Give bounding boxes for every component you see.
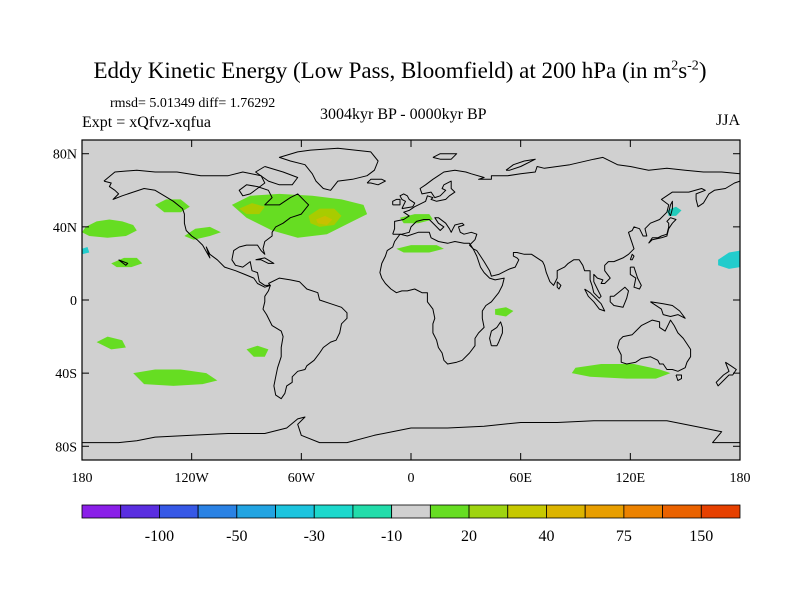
colorbar-label: -10 bbox=[381, 528, 402, 545]
rmsd-diff-stats: rmsd= 5.01349 diff= 1.76292 bbox=[110, 96, 276, 111]
anomaly-western-us bbox=[184, 226, 221, 240]
coastline-madagascar bbox=[489, 321, 503, 347]
coastline-ireland bbox=[392, 198, 401, 206]
anomaly-north-atlantic-max bbox=[316, 215, 333, 225]
anomaly-south-pacific-east bbox=[133, 369, 218, 386]
coastline-great-britain bbox=[399, 193, 416, 210]
coastline-sakhalin bbox=[668, 200, 673, 217]
coastline-novaya-zemlya bbox=[505, 158, 536, 171]
anomaly-south-australia bbox=[571, 364, 671, 379]
colorbar-segment bbox=[391, 504, 431, 519]
coastline-antarctica bbox=[82, 416, 740, 444]
colorbar-segment bbox=[159, 504, 199, 519]
colorbar-label: -100 bbox=[145, 528, 174, 545]
axis-ticks: 80N 40N 0 40S 80S 180 120W 60W 0 60E 120E 180 bbox=[53, 140, 751, 486]
coastline-australia bbox=[617, 319, 692, 372]
colorbar-segment bbox=[700, 504, 741, 519]
colorbar-segment bbox=[546, 504, 586, 519]
anomaly-mediterranean-north-africa bbox=[396, 245, 444, 253]
figure-title: Eddy Kinetic Energy (Low Pass, Bloomfiel… bbox=[93, 58, 707, 83]
coastline-new-guinea bbox=[650, 301, 686, 319]
colorbar-label: 40 bbox=[538, 528, 554, 545]
coastline-new-zealand bbox=[715, 361, 737, 387]
coastline-hawaii bbox=[118, 259, 129, 266]
colorbar: -100 -50 -30 -10 20 40 75 150 bbox=[81, 504, 741, 545]
anomaly-south-america-west bbox=[246, 345, 269, 357]
coastline-philippines bbox=[629, 266, 642, 290]
colorbar-segment bbox=[313, 504, 354, 519]
colorbar-label: -30 bbox=[304, 528, 325, 545]
lat-tick-label: 40N bbox=[53, 221, 77, 236]
anomaly-great-lakes-core bbox=[239, 203, 265, 215]
colorbar-label: -50 bbox=[226, 528, 247, 545]
anomaly-dateline-west-edge bbox=[82, 247, 90, 255]
colorbar-segment bbox=[81, 504, 122, 519]
colorbar-segment bbox=[120, 504, 160, 519]
coastline-baffin-island bbox=[255, 166, 299, 186]
lat-tick-label: 80S bbox=[55, 440, 77, 455]
anomaly-layer bbox=[82, 193, 740, 386]
period-label: 3004kyr BP - 0000kyr BP bbox=[320, 106, 487, 123]
coastline-svalbard bbox=[432, 153, 458, 160]
anomaly-madagascar-east bbox=[495, 307, 514, 317]
colorbar-segment bbox=[468, 504, 509, 519]
coastline-greenland bbox=[278, 147, 379, 191]
anomaly-south-pacific-central bbox=[96, 336, 126, 350]
lon-tick-label: 60W bbox=[288, 471, 316, 486]
colorbar-segment bbox=[623, 504, 663, 519]
colorbar-segment bbox=[584, 504, 625, 519]
anomaly-north-pacific-west bbox=[82, 219, 137, 238]
lat-tick-label: 40S bbox=[55, 367, 77, 382]
coastline-north-america bbox=[103, 169, 310, 288]
coastline-sri-lanka bbox=[556, 281, 562, 290]
coastline-africa bbox=[379, 231, 505, 365]
lon-tick-label: 120W bbox=[175, 471, 210, 486]
season-label: JJA bbox=[716, 112, 741, 129]
coastline-cuba bbox=[255, 257, 275, 264]
lon-tick-label: 180 bbox=[730, 471, 751, 486]
anomaly-gulf-of-alaska bbox=[155, 199, 190, 213]
coastline-taiwan bbox=[629, 253, 635, 261]
colorbar-label: 20 bbox=[461, 528, 477, 545]
coastline-sumatra bbox=[584, 288, 606, 312]
anomaly-north-pacific-east-edge bbox=[718, 250, 740, 269]
lon-tick-label: 0 bbox=[408, 471, 415, 486]
coastline-japan bbox=[648, 217, 677, 244]
colorbar-label: 75 bbox=[616, 528, 632, 545]
coastline-tasmania bbox=[675, 374, 682, 381]
colorbar-segment bbox=[352, 504, 393, 519]
map-background bbox=[82, 140, 740, 460]
colorbar-segment bbox=[236, 504, 276, 519]
experiment-label: Expt = xQfvz-xqfua bbox=[82, 114, 211, 131]
colorbar-segment bbox=[429, 504, 470, 519]
lat-tick-label: 80N bbox=[53, 148, 77, 163]
colorbar-segment bbox=[197, 504, 238, 519]
anomaly-japan-northeast bbox=[666, 206, 682, 216]
coastline-borneo bbox=[609, 286, 629, 308]
lat-tick-label: 0 bbox=[70, 294, 77, 309]
lon-tick-label: 60E bbox=[509, 471, 532, 486]
colorbar-label: 150 bbox=[689, 528, 713, 545]
colorbar-segment bbox=[507, 504, 547, 519]
lon-tick-label: 120E bbox=[616, 471, 646, 486]
coastline-iceland bbox=[366, 178, 386, 186]
lon-tick-label: 180 bbox=[72, 471, 93, 486]
colorbar-segment bbox=[275, 504, 315, 519]
coastline-south-america bbox=[262, 277, 348, 400]
coastline-layer bbox=[82, 147, 741, 444]
colorbar-segment bbox=[662, 504, 702, 519]
